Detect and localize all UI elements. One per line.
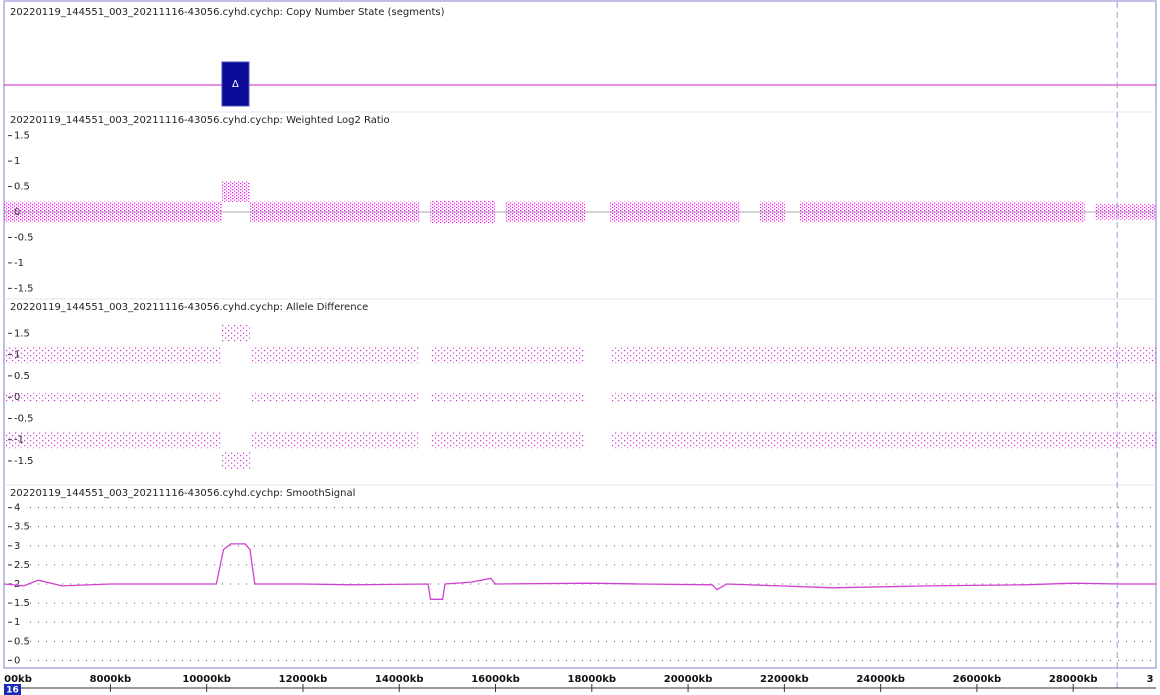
point-band bbox=[610, 346, 1156, 364]
y-tick-label: 0.5 bbox=[14, 636, 30, 647]
y-tick-label: 0 bbox=[14, 655, 20, 666]
y-tick-label: 3 bbox=[14, 541, 20, 552]
x-tick-label: 26000kb bbox=[953, 674, 1002, 685]
point-band bbox=[759, 201, 785, 223]
x-tick-label: 22000kb bbox=[760, 674, 809, 685]
point-band bbox=[430, 431, 586, 449]
y-tick-label: 3.5 bbox=[14, 522, 30, 533]
y-tick-label: 0.5 bbox=[14, 371, 30, 382]
y-tick-label: -1.5 bbox=[14, 456, 34, 467]
point-band bbox=[1094, 204, 1156, 220]
point-band bbox=[610, 431, 1156, 449]
y-tick-label: 2.5 bbox=[14, 560, 30, 571]
x-tick-label: 3 bbox=[1147, 674, 1154, 685]
y-tick-label: 1.5 bbox=[14, 598, 30, 609]
y-tick-label: -0.5 bbox=[14, 413, 34, 424]
point-band bbox=[430, 200, 496, 224]
y-tick-label: -1 bbox=[14, 258, 24, 269]
point-band bbox=[4, 346, 222, 364]
point-band bbox=[249, 346, 420, 364]
frame bbox=[3, 0, 1157, 669]
x-tick-label: 10000kb bbox=[182, 674, 231, 685]
x-tick-label: 28000kb bbox=[1049, 674, 1098, 685]
point-band bbox=[221, 324, 250, 342]
track-title: 20220119_144551_003_20211116-43056.cyhd.… bbox=[10, 115, 390, 126]
point-band bbox=[610, 392, 1156, 402]
track-title: 20220119_144551_003_20211116-43056.cyhd.… bbox=[10, 302, 368, 313]
point-band bbox=[430, 392, 586, 402]
x-tick-label: 24000kb bbox=[856, 674, 905, 685]
point-band bbox=[4, 431, 222, 449]
y-tick-label: -0.5 bbox=[14, 232, 34, 243]
track-title: 20220119_144551_003_20211116-43056.cyhd.… bbox=[10, 488, 355, 499]
x-tick-label: 8000kb bbox=[90, 674, 132, 685]
point-band bbox=[4, 392, 222, 402]
point-band bbox=[430, 346, 586, 364]
y-tick-label: 4 bbox=[14, 503, 20, 514]
x-tick-label: 16000kb bbox=[471, 674, 520, 685]
x-tick-label: 18000kb bbox=[567, 674, 616, 685]
y-tick-label: 0.5 bbox=[14, 182, 30, 193]
point-band bbox=[249, 392, 420, 402]
chromosome-label: 16 bbox=[6, 686, 19, 695]
x-tick-label: 12000kb bbox=[279, 674, 328, 685]
signal-line bbox=[3, 543, 1156, 600]
x-tick-label: 20000kb bbox=[664, 674, 713, 685]
point-band bbox=[505, 201, 586, 223]
y-tick-label: 1.5 bbox=[14, 131, 30, 142]
point-band bbox=[799, 201, 1085, 223]
segment-label: Δ bbox=[232, 79, 239, 90]
segment bbox=[221, 61, 250, 107]
y-tick-label: 1.5 bbox=[14, 328, 30, 339]
x-tick-label: 00kb bbox=[4, 674, 32, 685]
y-tick-label: 2 bbox=[14, 579, 20, 590]
point-band bbox=[249, 431, 420, 449]
point-band bbox=[221, 181, 250, 202]
y-tick-label: -1.5 bbox=[14, 283, 34, 294]
point-band bbox=[221, 452, 250, 470]
y-tick-label: 1 bbox=[14, 156, 20, 167]
point-band bbox=[249, 201, 420, 223]
chromosome-box bbox=[4, 684, 21, 695]
y-tick-label: 1 bbox=[14, 617, 20, 628]
x-tick-label: 14000kb bbox=[375, 674, 424, 685]
point-band bbox=[4, 201, 222, 223]
point-band bbox=[610, 201, 741, 223]
track-title: 20220119_144551_003_20211116-43056.cyhd.… bbox=[10, 7, 445, 18]
